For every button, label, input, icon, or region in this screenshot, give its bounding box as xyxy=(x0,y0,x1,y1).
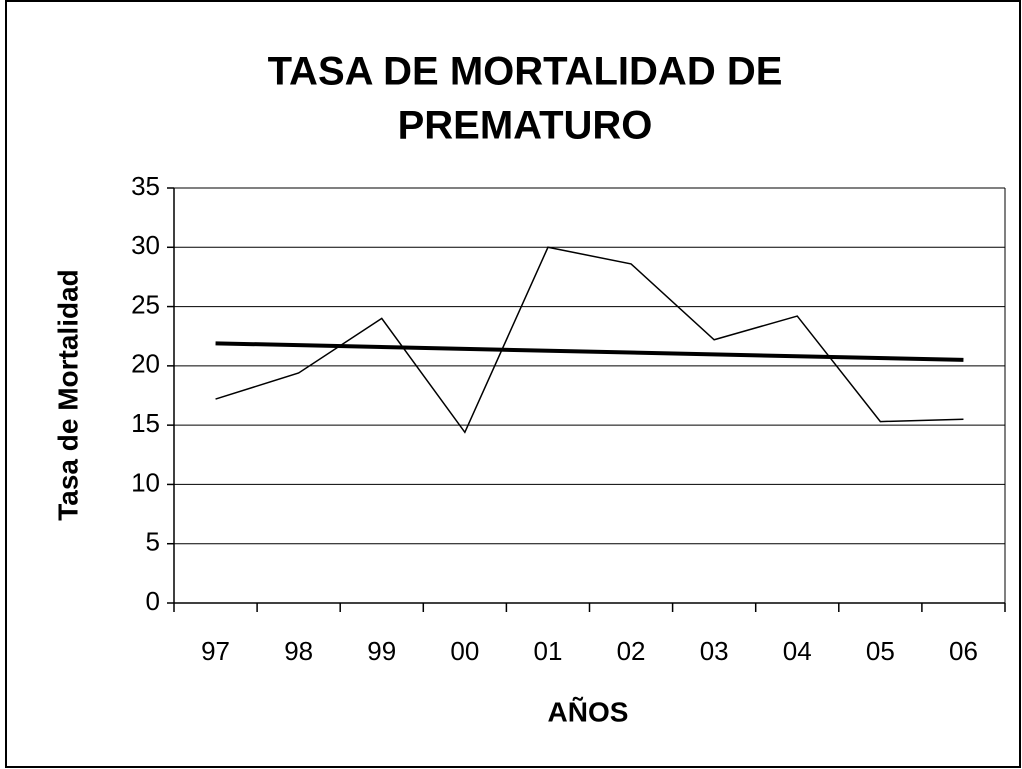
y-tick-label: 15 xyxy=(131,408,160,438)
y-tick-label: 20 xyxy=(131,349,160,379)
x-tick-label: 99 xyxy=(367,636,396,666)
y-tick-label: 30 xyxy=(131,230,160,260)
y-axis-title: Tasa de Mortalidad xyxy=(52,269,83,521)
x-axis-title: AÑOS xyxy=(548,696,629,727)
chart-title: PREMATURO xyxy=(398,104,653,148)
x-tick-label: 06 xyxy=(949,636,978,666)
chart-frame xyxy=(5,0,1021,768)
chart-title: TASA DE MORTALIDAD DE xyxy=(268,50,783,94)
trend-line xyxy=(215,341,964,362)
x-tick-label: 97 xyxy=(201,636,230,666)
y-tick-label: 10 xyxy=(131,467,160,497)
y-tick-label: 25 xyxy=(131,289,160,319)
x-tick-label: 03 xyxy=(700,636,729,666)
y-tick-label: 35 xyxy=(131,171,160,201)
y-tick-label: 5 xyxy=(146,527,160,557)
x-tick-label: 98 xyxy=(284,636,313,666)
x-tick-label: 02 xyxy=(617,636,646,666)
y-tick-label: 0 xyxy=(146,586,160,616)
x-tick-label: 04 xyxy=(783,636,812,666)
data-line xyxy=(215,246,964,434)
x-tick-label: 01 xyxy=(533,636,562,666)
x-tick-label: 00 xyxy=(450,636,479,666)
x-tick-label: 05 xyxy=(866,636,895,666)
